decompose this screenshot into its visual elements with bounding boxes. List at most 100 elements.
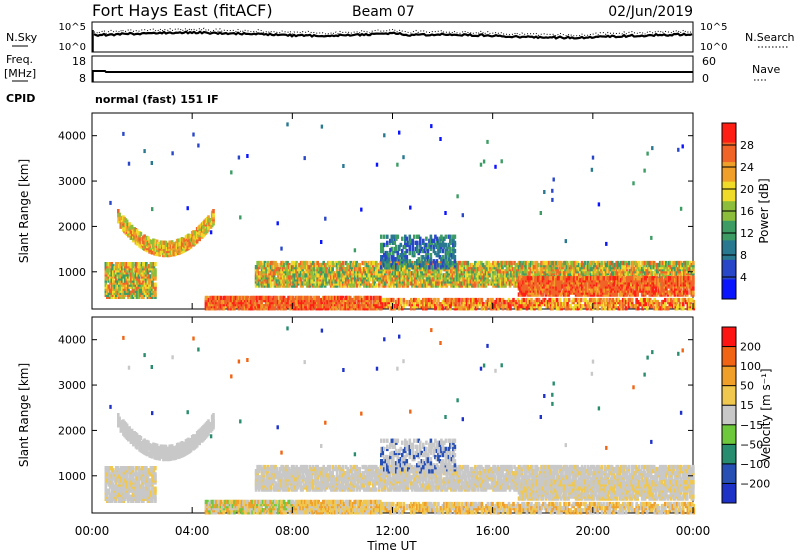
range-cell <box>154 291 157 295</box>
range-cell <box>403 304 406 308</box>
range-cell <box>682 306 685 310</box>
freq-left-tick-bottom: 8 <box>79 72 86 85</box>
cpid-value: normal (fast) 151 IF <box>95 93 219 106</box>
nave-label: Nave <box>752 63 780 76</box>
power-heatmap <box>105 122 696 310</box>
range-cell <box>637 306 640 310</box>
range-cell <box>458 298 461 302</box>
range-cell <box>406 300 409 304</box>
noise-right-tick-top: 10^5 <box>700 22 727 33</box>
range-cell <box>593 292 596 296</box>
range-cell <box>154 283 157 287</box>
range-cell <box>370 296 373 300</box>
range-cell <box>494 271 497 275</box>
freq-right-tick-bottom: 0 <box>702 72 709 85</box>
range-cell <box>392 298 395 302</box>
range-cell <box>481 306 484 310</box>
range-cell <box>310 271 313 275</box>
range-cell <box>530 298 533 302</box>
frequency-trace <box>92 71 693 72</box>
range-cell <box>512 298 515 302</box>
range-cell <box>131 225 134 229</box>
noise-right-label: N.Search <box>745 31 795 44</box>
range-cell <box>692 286 695 290</box>
freq-right-tick-top: 60 <box>702 55 716 68</box>
range-cell <box>503 300 506 304</box>
range-cell <box>398 306 401 310</box>
range-cell <box>658 302 661 306</box>
range-cell <box>657 282 660 286</box>
range-cell <box>568 298 571 302</box>
range-cell <box>481 298 484 302</box>
range-cell <box>627 261 630 265</box>
range-cell <box>436 302 439 306</box>
freq-label-line2: [MHz] <box>4 67 36 80</box>
range-cell <box>132 262 135 266</box>
range-cell <box>542 276 545 280</box>
range-cell <box>559 298 562 302</box>
range-cell <box>352 283 355 287</box>
range-cell <box>458 302 461 306</box>
range-cell <box>678 298 681 302</box>
range-cell <box>593 304 596 308</box>
range-cell <box>485 306 488 310</box>
range-cell <box>605 298 608 302</box>
range-cell <box>601 306 604 310</box>
range-cell <box>437 298 440 302</box>
range-cell <box>223 306 226 310</box>
range-cell <box>584 261 587 265</box>
range-cell <box>358 263 361 267</box>
range-cell <box>638 261 641 265</box>
range-cell <box>627 282 630 286</box>
range-cell <box>614 276 617 280</box>
range-cell <box>270 281 273 285</box>
range-cell <box>539 306 542 310</box>
freq-panel-frame <box>92 56 693 82</box>
site-title: Fort Hays East (fitACF) <box>92 1 273 20</box>
range-cell <box>523 298 526 302</box>
noise-left-label: N.Sky <box>6 31 38 44</box>
range-cell <box>664 298 667 302</box>
range-cell <box>546 276 549 280</box>
noise-right-tick-bottom: 10^0 <box>700 42 727 53</box>
range-cell <box>118 213 121 217</box>
range-cell <box>602 298 605 302</box>
range-cell <box>108 285 111 289</box>
range-cell <box>491 298 494 302</box>
range-cell <box>569 304 572 308</box>
range-cell <box>625 306 628 310</box>
range-cell <box>692 261 695 265</box>
range-cell <box>531 261 534 265</box>
range-cell <box>692 276 695 280</box>
range-cell <box>600 261 603 265</box>
range-cell <box>537 263 540 267</box>
range-cell <box>442 306 445 310</box>
range-cell <box>276 263 279 267</box>
range-cell <box>686 290 689 294</box>
range-cell <box>487 298 490 302</box>
range-cell <box>140 232 143 236</box>
range-cell <box>375 283 378 287</box>
range-cell <box>477 283 480 287</box>
range-cell <box>631 298 634 302</box>
noise-sky-trace <box>94 32 692 39</box>
range-cell <box>499 298 502 302</box>
range-cell <box>538 298 541 302</box>
range-cell <box>536 267 539 271</box>
range-cell <box>664 302 667 306</box>
range-cell <box>342 261 345 265</box>
range-cell <box>580 298 583 302</box>
range-cell <box>654 288 657 292</box>
range-cell <box>331 267 334 271</box>
range-cell <box>530 276 533 280</box>
range-cell <box>328 261 331 265</box>
range-cell <box>565 298 568 302</box>
range-cell <box>461 298 464 302</box>
range-cell <box>434 298 437 302</box>
freq-label-line1: Freq. <box>6 53 33 66</box>
range-cell <box>403 298 406 302</box>
range-cell <box>275 296 278 300</box>
range-cell <box>306 261 309 265</box>
